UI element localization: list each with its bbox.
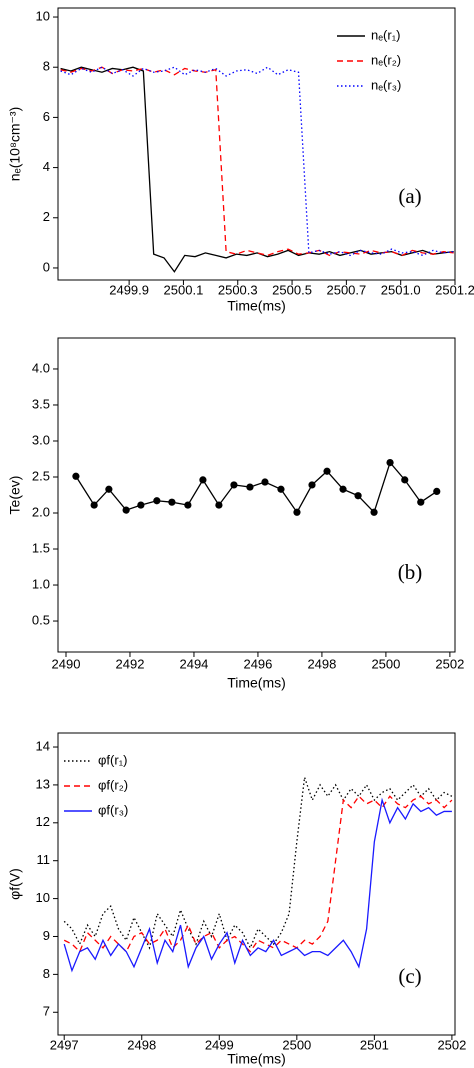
x-axis-label: Time(ms) [227,675,286,691]
y-tick-label: 2.0 [32,504,50,519]
x-tick-label: 2499.9 [109,282,149,297]
y-tick-label: 3.0 [32,432,50,447]
x-tick-label: 2501.2 [435,282,474,297]
legend-label: nₑ(r₁) [371,27,400,42]
y-tick-label: 4 [43,159,50,174]
series-line [60,66,454,257]
y-tick-label: 9 [43,928,50,943]
data-point [293,508,301,516]
series-line [75,461,438,514]
x-tick-label: 2500 [282,1037,311,1052]
data-point [401,476,409,484]
x-tick-label: 2497 [50,1037,79,1052]
panel-label: (b) [398,560,423,584]
x-tick-label: 2501.0 [381,282,421,297]
data-point [370,508,378,516]
y-tick-label: 1.0 [32,576,50,591]
x-axis-label: Time(ms) [227,1051,286,1067]
plot-frame [57,732,456,1036]
y-axis-label: nₑ(10⁸cm⁻³) [7,107,23,182]
data-point [433,487,441,495]
data-point [308,481,316,489]
data-point [354,492,362,500]
y-tick-label: 10 [36,890,50,905]
x-tick-label: 2502 [437,1037,466,1052]
data-point [215,501,223,509]
y-tick-label: 0 [43,259,50,274]
y-tick-label: 6 [43,109,50,124]
x-tick-label: 2501 [360,1037,389,1052]
data-point [184,501,192,509]
x-tick-label: 2498 [127,1037,156,1052]
x-tick-label: 2500 [371,656,400,671]
data-point [277,485,285,493]
y-tick-label: 3.5 [32,396,50,411]
data-point [72,472,80,480]
y-tick-label: 10 [36,8,50,23]
y-tick-label: 11 [37,852,51,867]
data-point [137,501,145,509]
data-point [168,498,176,506]
legend-label: φf(r₁) [98,752,127,767]
x-axis-label: Time(ms) [227,298,286,314]
y-tick-label: 8 [43,966,50,981]
legend-label: φf(r₃) [98,802,128,817]
x-tick-label: 2500.5 [272,282,312,297]
legend-label: φf(r₂) [98,777,128,792]
x-tick-label: 2500.3 [218,282,258,297]
series-line [60,66,454,257]
y-tick-label: 2.5 [32,468,50,483]
y-tick-label: 0.5 [32,612,50,627]
x-tick-label: 2502 [435,656,464,671]
y-tick-label: 14 [36,738,50,753]
data-point [339,485,347,493]
panel-label: (a) [398,184,421,208]
series-line [60,66,454,273]
data-point [153,497,161,505]
x-tick-label: 2494 [179,656,208,671]
y-tick-label: 4.0 [32,360,50,375]
y-axis-label: φf(V) [7,868,23,900]
data-point [323,467,331,475]
x-tick-label: 2496 [243,656,272,671]
y-tick-label: 8 [43,59,50,74]
panel-label: (c) [398,964,421,988]
x-tick-label: 2499 [205,1037,234,1052]
plot-frame [57,7,456,281]
y-tick-label: 7 [43,1004,50,1019]
series-line [63,777,453,950]
x-tick-label: 2492 [116,656,145,671]
legend-label: nₑ(r₂) [371,52,401,67]
x-tick-label: 2490 [52,656,81,671]
data-point [90,501,98,509]
data-point [199,476,207,484]
data-point [122,506,130,514]
data-point [261,478,269,486]
y-tick-label: 13 [36,776,50,791]
series-line [63,797,452,973]
data-point [230,481,238,489]
y-tick-label: 1.5 [32,540,50,555]
y-tick-label: 2 [43,209,50,224]
legend-label: nₑ(r₃) [371,77,401,92]
y-tick-label: 12 [36,814,50,829]
plot-frame [57,337,456,653]
data-point [246,483,254,491]
x-tick-label: 2500.7 [326,282,366,297]
series-line [63,795,453,953]
y-axis-label: Te(ev) [7,476,23,515]
data-point [417,498,425,506]
x-tick-label: 2500.1 [164,282,204,297]
x-tick-label: 2498 [307,656,336,671]
data-point [105,485,113,493]
data-point [386,458,394,467]
